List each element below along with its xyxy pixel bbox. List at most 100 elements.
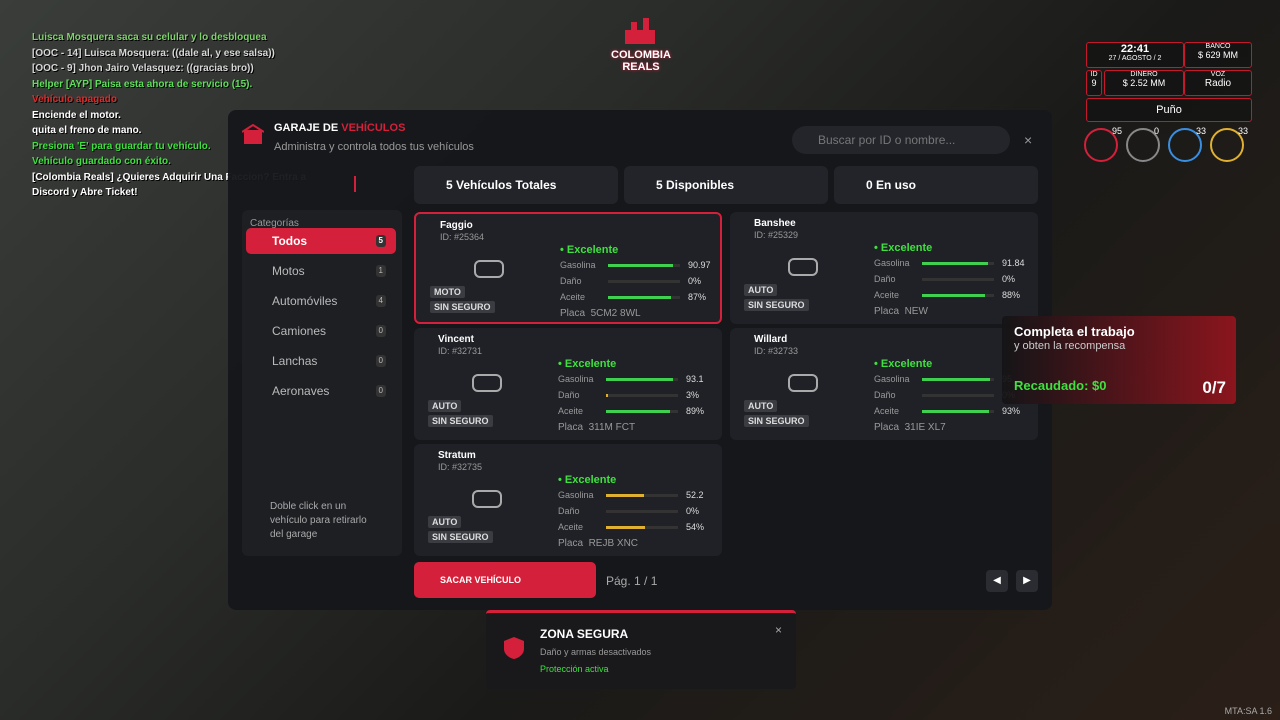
stat-value: 88% [1002,290,1021,300]
category[interactable]: Motos 1 [246,258,396,284]
category-count: 4 [375,295,386,307]
vehicle-plate: Placa 5CM2 8WL [560,308,641,319]
vehicle-plate: Placa 31IE XL7 [874,422,946,433]
category[interactable]: Aeronaves 0 [246,378,396,404]
stat-value: 90.97 [688,260,711,270]
stat-label: Gasolina [558,374,594,384]
chat: Luisca Mosquera saca su celular y lo des… [32,30,306,201]
stat-value: 0 [1154,126,1160,136]
chat-line: Vehículo apagado [32,94,118,105]
vehicle-type: MOTO [430,286,465,298]
stat-bar [922,378,991,381]
vehicle-condition: • Excelente [558,474,617,486]
chat-line: Luisca Mosquera saca su celular y lo des… [32,32,267,43]
stat-bar [922,410,989,413]
vehicle-name: Banshee [754,218,796,229]
vehicle-condition: • Excelente [558,358,617,370]
search-input[interactable]: Buscar por ID o nombre... [792,126,1010,154]
chat-line: quita el freno de mano. [32,125,142,136]
chat-line: Vehículo guardado con éxito. [32,156,171,167]
chat-line: [OOC - 9] Jhon Jairo Velasquez: ((gracia… [32,63,254,74]
zone-status: Protección activa [540,664,609,674]
weapon: Puño [1086,98,1252,122]
mission-collected: Recaudado: $0 [1014,378,1107,393]
vehicle-insurance: SIN SEGURO [428,415,493,427]
category-count: 5 [375,235,386,247]
vehicle-card[interactable]: Banshee ID: #25329 AUTO SIN SEGURO • Excelen… [730,212,1038,324]
category-count: 0 [375,385,386,397]
vehicle-card[interactable]: Stratum ID: #32735 AUTO SIN SEGURO • Excelen… [414,444,722,556]
vehicle-plate: Placa NEW [874,306,928,317]
vehicle-condition: • Excelente [874,358,933,370]
vehicle-id: ID: #25364 [440,232,485,242]
vehicle-type: AUTO [428,400,462,412]
stat-bar [608,296,671,299]
stat-value: 33 [1238,126,1249,136]
vehicle-icon [474,260,504,278]
stat-label: Aceite [558,522,584,532]
stat-bar [606,410,671,413]
close-button[interactable]: × [1024,132,1033,148]
chat-line: Helper [AYP] Paisa esta ahora de servici… [32,78,253,90]
vehicle-insurance: SIN SEGURO [744,415,809,427]
divider [354,176,356,192]
label: ID [1090,71,1098,78]
chat-line: Presiona 'E' para guardar tu vehículo. [32,140,211,152]
next-button[interactable]: ▶ [1016,570,1038,592]
category-name: Lanchas [272,354,318,368]
bar-track [606,394,678,397]
time-box: 22:41 27 / AGOSTO / 2 [1086,42,1184,68]
cash: $ 2.52 MM [1122,78,1166,88]
vehicle-condition: • Excelente [874,242,933,254]
category-name: Motos [272,264,305,278]
stat-available: 5 Disponibles [624,166,828,204]
stat-bar [922,294,986,297]
vehicle-id: ID: #25329 [754,230,799,240]
category[interactable]: Lanchas 0 [246,348,396,374]
vehicle-name: Faggio [440,220,473,231]
stat-label: Gasolina [560,260,596,270]
vehicle-icon [472,374,502,392]
vehicle-icon [472,490,502,508]
close-button[interactable]: × [774,623,782,637]
chat-line: Discord y Abre Ticket! [32,187,138,198]
category[interactable]: Automóviles 4 [246,288,396,314]
category[interactable]: Camiones 0 [246,318,396,344]
vehicle-type: AUTO [428,516,462,528]
zone-title: ZONA SEGURA [540,627,629,641]
vehicle-plate: Placa REJB XNC [558,538,639,549]
vehicle-card[interactable]: Vincent ID: #32731 AUTO SIN SEGURO • Excelen… [414,328,722,440]
logo: COLOMBIA REALS [598,16,684,76]
logo-text: REALS [622,61,660,73]
version: MTA:SA 1.6 [1224,706,1272,716]
take-vehicle-button[interactable]: SACAR VEHÍCULO [414,562,596,598]
vehicle-name: Vincent [438,334,474,345]
stat-bar [606,394,609,397]
stat-bar [608,264,674,267]
chat-line: [Colombia Reals] ¿Quieres Adquirir Una F… [32,171,307,183]
shield-icon [504,637,524,659]
stat-label: Gasolina [874,258,910,268]
vehicle-card[interactable]: Willard ID: #32733 AUTO SIN SEGURO • Excelen… [730,328,1038,440]
logo-icon [625,18,655,44]
stat-value: 0% [1002,274,1016,284]
vehicle-insurance: SIN SEGURO [428,531,493,543]
stat-value: 95 [1112,126,1123,136]
logo-text: COLOMBIA [611,49,671,61]
prev-button[interactable]: ◀ [986,570,1008,592]
stat-value: 3% [686,390,700,400]
mission: Completa el trabajo y obten la recompens… [1002,316,1236,404]
date: 27 / AGOSTO / 2 [1108,55,1162,62]
garage-panel: GARAJE DE VEHÍCULOS Administra y control… [228,110,1052,610]
mission-title: Completa el trabajo [1014,324,1135,339]
time: 22:41 [1120,43,1150,55]
sidebar: Categorías Todos 5 Motos 1 Automóviles 4 Camio… [242,210,402,556]
stat-ring [1084,128,1118,162]
category-count: 0 [375,325,386,337]
vehicle-card[interactable]: Faggio ID: #25364 MOTO SIN SEGURO • Excelent… [414,212,722,324]
stat-value: 93.1 [686,374,704,384]
stat-in-use: 0 En uso [834,166,1038,204]
category-name: Automóviles [272,294,338,308]
category[interactable]: Todos 5 [246,228,396,254]
